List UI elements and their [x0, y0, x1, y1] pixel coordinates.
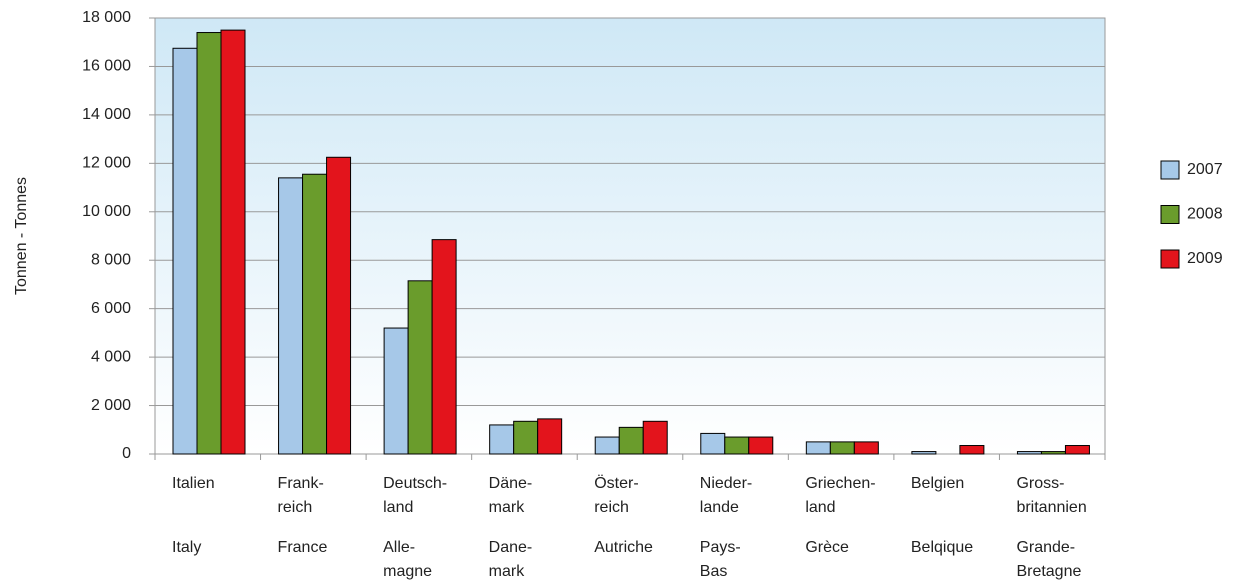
x-tick-label: mark: [489, 563, 526, 580]
bar: [431, 239, 457, 455]
y-tick-label: 4 000: [91, 348, 131, 365]
x-tick-label: Italien: [172, 475, 215, 492]
bar: [700, 432, 726, 455]
x-tick-label: France: [278, 539, 328, 556]
legend-label: 2008: [1187, 206, 1223, 223]
bar: [748, 436, 774, 455]
bar: [805, 441, 831, 455]
x-tick-label: Alle-: [383, 539, 415, 556]
x-tick-label: Nieder-: [700, 475, 752, 492]
y-tick-label: 16 000: [82, 58, 131, 75]
legend-swatch: [1160, 249, 1180, 269]
x-tick-label: magne: [383, 563, 432, 580]
x-tick-label: Italy: [172, 539, 201, 556]
bar: [1064, 445, 1090, 455]
x-tick-label: britannien: [1016, 499, 1086, 516]
bar: [407, 280, 433, 455]
bar: [220, 29, 246, 455]
bar: [853, 441, 879, 455]
bar: [278, 177, 304, 455]
legend-label: 2009: [1187, 250, 1223, 267]
bar: [594, 436, 620, 455]
x-tick-label: Belgien: [911, 475, 964, 492]
y-tick-label: 0: [122, 445, 131, 462]
x-tick-label: Bretagne: [1016, 563, 1081, 580]
bar: [537, 418, 563, 455]
x-tick-label: reich: [278, 499, 313, 516]
bar: [618, 426, 644, 455]
x-tick-label: Pays-: [700, 539, 741, 556]
bar: [724, 436, 750, 455]
x-tick-label: Griechen-: [805, 475, 875, 492]
y-tick-label: 10 000: [82, 203, 131, 220]
bar: [302, 173, 328, 455]
x-tick-label: Öster-: [594, 474, 638, 492]
x-tick-label: Gross-: [1016, 475, 1064, 492]
bar: [383, 327, 409, 455]
y-tick-label: 2 000: [91, 397, 131, 414]
x-tick-label: Grande-: [1016, 539, 1075, 556]
bar: [326, 156, 352, 455]
x-tick-label: reich: [594, 499, 629, 516]
x-tick-label: Bas: [700, 563, 728, 580]
bar: [489, 424, 515, 455]
x-tick-label: mark: [489, 499, 526, 516]
x-tick-label: Frank-: [278, 475, 324, 492]
bar: [513, 420, 539, 455]
bar: [196, 32, 222, 455]
y-tick-label: 12 000: [82, 155, 131, 172]
y-tick-label: 18 000: [82, 9, 131, 26]
y-tick-label: 8 000: [91, 251, 131, 268]
x-tick-label: land: [383, 499, 413, 516]
y-tick-label: 14 000: [82, 106, 131, 123]
x-tick-label: Dane-: [489, 539, 533, 556]
y-tick-label: 6 000: [91, 300, 131, 317]
bar: [959, 445, 985, 455]
x-tick-label: Grèce: [805, 539, 849, 556]
bar: [172, 47, 198, 455]
x-tick-label: Autriche: [594, 539, 653, 556]
legend-swatch: [1160, 205, 1180, 224]
bar: [829, 441, 855, 455]
x-tick-label: Deutsch-: [383, 475, 447, 492]
legend-label: 2007: [1187, 161, 1223, 178]
x-tick-label: Belqique: [911, 539, 973, 556]
x-tick-label: Däne-: [489, 475, 533, 492]
bar: [642, 420, 668, 455]
bar: [911, 451, 937, 455]
y-axis-label: Tonnen - Tonnes: [13, 177, 30, 295]
bar: [1040, 451, 1066, 455]
x-tick-label: land: [805, 499, 835, 516]
x-tick-label: lande: [700, 499, 739, 516]
bar: [1016, 451, 1042, 455]
legend-swatch: [1160, 160, 1180, 180]
